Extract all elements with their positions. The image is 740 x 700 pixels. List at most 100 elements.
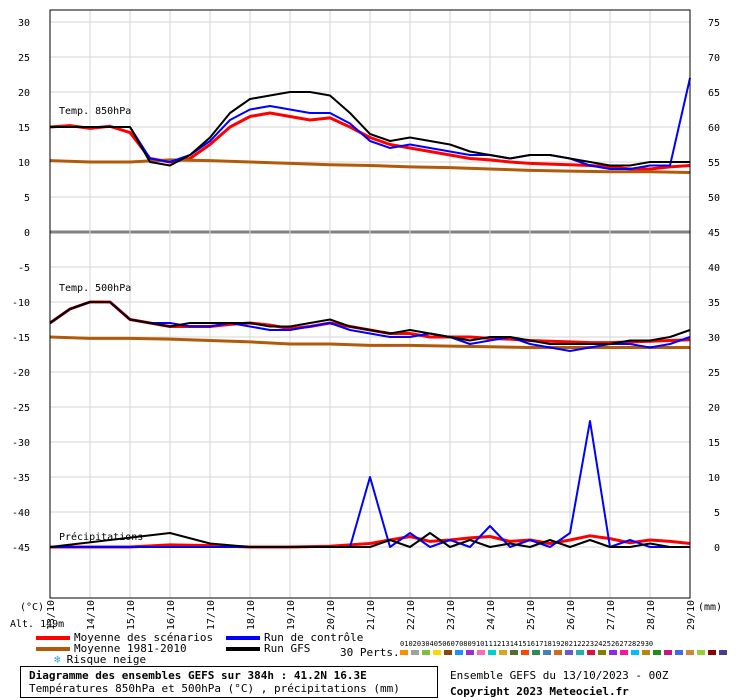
y-tick-left: -40 — [12, 508, 30, 519]
perts-label: 30 Perts. — [340, 646, 400, 659]
pert-color-swatch — [521, 650, 529, 655]
pert-color-swatch — [433, 650, 441, 655]
pert-color-swatch — [675, 650, 683, 655]
series-line — [50, 77, 691, 170]
pert-number: 10 — [475, 640, 485, 648]
y-tick-left: -10 — [12, 298, 30, 309]
caption-box: Diagramme des ensembles GEFS sur 384h : … — [20, 666, 438, 698]
y-tick-left: 30 — [18, 18, 30, 29]
pert-color-swatch — [708, 650, 716, 655]
x-tick: 16/10 — [166, 600, 177, 630]
x-tick: 22/10 — [406, 600, 417, 630]
pert-number: 01 — [400, 640, 409, 648]
left-unit-label: (°C) — [20, 602, 44, 613]
pert-number: 08 — [459, 640, 468, 648]
pert-color-swatch — [609, 650, 617, 655]
pert-color-swatch — [576, 650, 584, 655]
x-tick: 26/10 — [566, 600, 577, 630]
pert-number: 29 — [636, 640, 645, 648]
pert-number: 21 — [568, 640, 578, 648]
y-tick-left: 5 — [24, 193, 30, 204]
y-tick-left: 20 — [18, 88, 30, 99]
series-line — [49, 301, 691, 345]
pert-color-swatch — [664, 650, 672, 655]
x-tick: 18/10 — [246, 600, 257, 630]
y-tick-left: -35 — [12, 473, 30, 484]
pert-color-swatch — [620, 650, 628, 655]
y-tick-left: 15 — [18, 123, 30, 134]
pert-number: 13 — [501, 640, 510, 648]
pert-color-swatch — [488, 650, 496, 655]
y-tick-right: 20 — [708, 403, 720, 414]
pert-color-swatch — [422, 650, 430, 655]
pert-color-swatch — [400, 650, 408, 655]
y-tick-left: -45 — [12, 543, 30, 554]
pert-number: 14 — [509, 640, 519, 648]
pert-color-swatch — [598, 650, 606, 655]
pert-number: 19 — [551, 640, 561, 648]
pert-color-swatch — [477, 650, 485, 655]
y-tick-right: 70 — [708, 53, 720, 64]
plot-border — [49, 9, 691, 599]
series-line — [50, 91, 690, 167]
y-tick-left: -5 — [18, 263, 30, 274]
pert-color-swatch — [697, 650, 705, 655]
pert-color-swatch — [565, 650, 573, 655]
y-tick-right: 65 — [708, 88, 720, 99]
pert-color-swatch — [642, 650, 650, 655]
grid — [49, 10, 691, 598]
x-tick: 29/10 — [686, 600, 697, 630]
pert-color-swatch — [499, 650, 507, 655]
y-tick-right: 0 — [714, 543, 720, 554]
series-line — [49, 301, 691, 352]
pert-number: 02 — [408, 640, 417, 648]
y-tick-left: -20 — [12, 368, 30, 379]
x-tick: 24/10 — [486, 600, 497, 630]
pert-number: 18 — [543, 640, 552, 648]
y-tick-right: 45 — [708, 228, 720, 239]
y-tick-right: 10 — [708, 473, 720, 484]
pert-color-swatch — [543, 650, 551, 655]
x-tick: 21/10 — [366, 600, 377, 630]
x-tick: 13/10 — [46, 600, 57, 630]
y-tick-right: 15 — [708, 438, 720, 449]
pert-color-swatch — [455, 650, 463, 655]
pert-number: 22 — [577, 640, 586, 648]
x-tick: 28/10 — [646, 600, 657, 630]
y-tick-right: 35 — [708, 298, 720, 309]
pert-number: 15 — [518, 640, 527, 648]
legend-swatch-mean — [36, 636, 70, 640]
pert-number: 27 — [619, 640, 628, 648]
pert-color-swatch — [587, 650, 595, 655]
pert-number: 03 — [416, 640, 426, 648]
copyright: Copyright 2023 Meteociel.fr — [450, 685, 629, 698]
pert-number: 23 — [585, 640, 595, 648]
caption-title: Diagramme des ensembles GEFS sur 384h : … — [29, 669, 367, 682]
pert-number: 25 — [602, 640, 611, 648]
x-tick: 27/10 — [606, 600, 617, 630]
pert-color-swatch — [719, 650, 727, 655]
ensemble-info: Ensemble GEFS du 13/10/2023 - 00Z — [450, 669, 669, 682]
y-tick-right: 75 — [708, 18, 720, 29]
y-tick-right: 55 — [708, 158, 720, 169]
legend-mean-1981: Moyenne 1981-2010 — [36, 642, 187, 655]
pert-color-swatch — [532, 650, 540, 655]
y-tick-left: -30 — [12, 438, 30, 449]
legend-control-run: Run de contrôle — [226, 631, 363, 644]
y-tick-right: 5 — [714, 508, 720, 519]
y-tick-right: 60 — [708, 123, 720, 134]
series-layer — [49, 77, 691, 549]
pert-number: 09 — [467, 640, 476, 648]
panel-label-t850: Temp. 850hPa — [59, 106, 131, 117]
x-tick: 25/10 — [526, 600, 537, 630]
pert-number: 07 — [450, 640, 460, 648]
series-line — [49, 335, 690, 349]
y-tick-left: 25 — [18, 53, 30, 64]
perts-number-row: 0102030405060708091011121314151617181920… — [400, 640, 653, 648]
y-tick-left: 0 — [24, 228, 30, 239]
panel-label-t500: Temp. 500hPa — [59, 283, 131, 294]
y-tick-right: 50 — [708, 193, 720, 204]
altitude-label: Alt. 149m — [10, 619, 64, 630]
